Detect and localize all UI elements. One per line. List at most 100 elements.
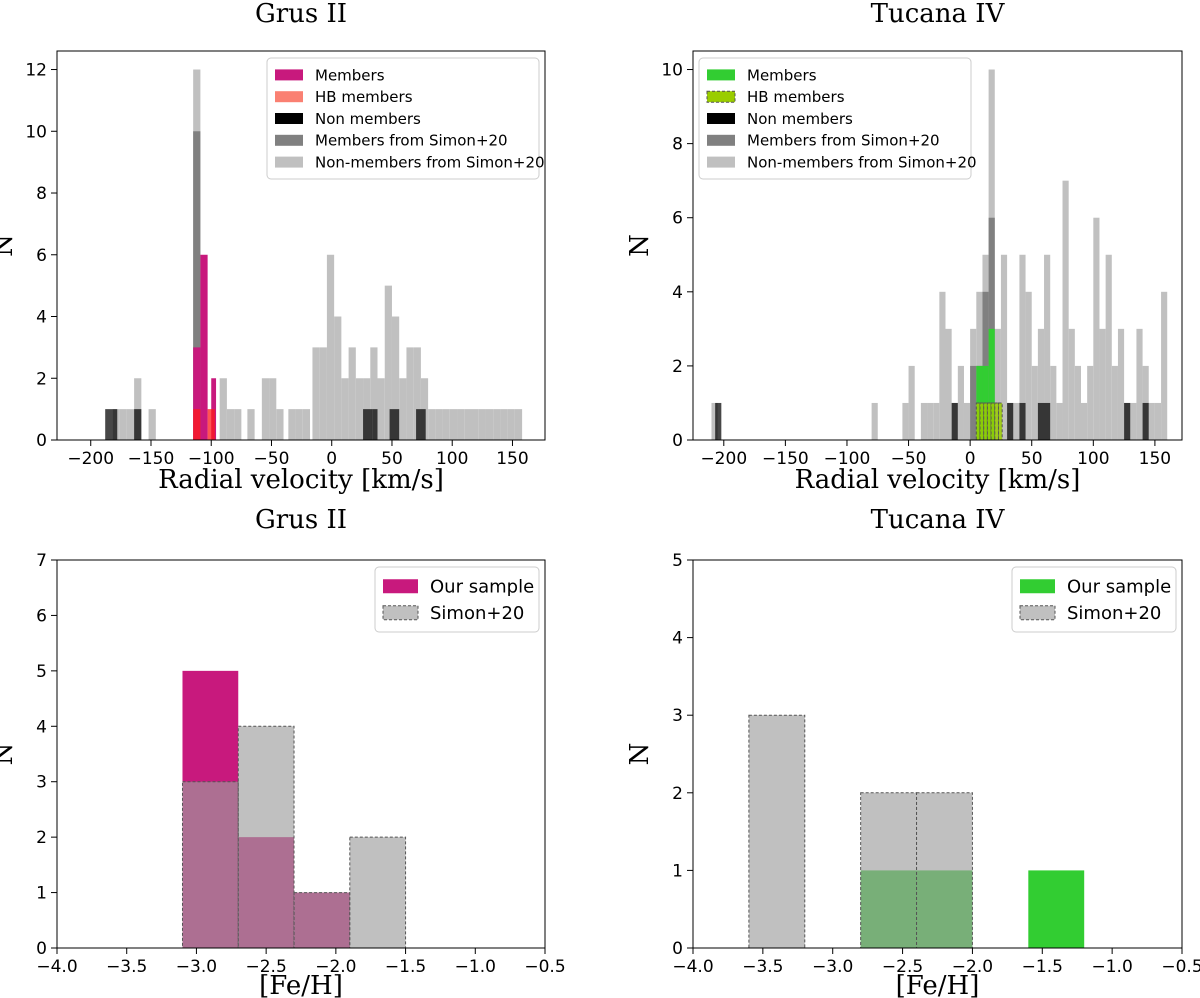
axes-frame [692,559,1183,949]
bar [945,328,952,440]
bar [500,409,508,440]
legend-label: HB members [315,88,413,106]
x-tick-label: 100 [1077,449,1109,469]
bar [1037,402,1051,440]
bar [1130,402,1137,440]
y-tick-label: 0 [672,431,683,451]
series-hb-members [193,409,215,440]
legend-swatch [707,134,735,146]
y-tick-label: 2 [36,369,47,389]
legend-label: Our sample [430,577,534,598]
bar [1124,402,1131,440]
legend-swatch [383,579,418,594]
axes-frame [56,50,546,441]
legend-swatch [275,91,303,103]
y-tick-label: 8 [36,184,47,204]
bar [994,402,999,441]
bar [1105,254,1112,440]
bar [413,347,421,440]
chart-title: Grus II [255,505,347,535]
x-tick-label: −2.5 [246,957,287,977]
legend-label: Members from Simon+20 [315,132,508,150]
legend-label: Members [747,66,817,84]
x-tick-label: 0 [965,449,976,469]
x-tick-label: 150 [496,449,528,469]
bar [112,409,118,440]
bar [1062,180,1069,440]
y-tick-label: 5 [672,551,683,571]
legend: Members HB members Non members Members from… [266,57,545,180]
x-tick-label: −1.5 [1022,957,1063,977]
x-axis-label: Radial velocity [km/s] [158,465,444,495]
y-tick-label: 2 [36,828,47,848]
panel-gru-rv: −200 −150 −100 −50 0 50 100 150 0 2 4 6 8 10 12 Grus II… [0,0,546,495]
series-non-members [105,409,426,440]
bar [1050,365,1057,440]
bar [1068,328,1075,440]
bar [1056,402,1063,440]
y-tick-label: 4 [36,717,47,737]
bar [493,409,501,440]
bar [269,378,277,440]
bar [970,365,977,440]
bar [234,409,242,440]
bar [464,409,472,440]
y-tick-label: 4 [36,308,47,328]
x-tick-label: −0.5 [1161,957,1200,977]
bar [457,409,465,440]
bar [134,409,142,440]
x-tick-label: −4.0 [36,957,77,977]
y-tick-label: 6 [672,209,683,229]
bar [507,409,515,440]
bar [986,402,992,441]
y-axis-label: N [625,743,655,766]
bar [478,409,486,440]
bar [276,409,284,440]
bar [384,285,392,440]
legend-label: Non-members from Simon+20 [315,154,545,172]
y-tick-label: 2 [672,784,683,804]
x-tick-label: −200 [700,449,747,469]
panel-tuc-rv: −200 −150 −100 −50 0 50 100 150 0 2 4 6 8 10 Tucana IV… [625,0,1183,495]
bar [312,347,320,440]
bar [193,347,201,440]
bar [1093,217,1100,440]
bar [860,792,918,949]
bar [983,402,988,441]
x-tick-label: −1.0 [455,957,496,977]
y-tick-label: 7 [36,551,47,571]
y-axis-label: N [0,743,19,766]
bar [1019,254,1026,440]
x-tick-label: 150 [1139,449,1171,469]
y-tick-label: 0 [36,939,47,959]
bar [1142,402,1149,440]
y-tick-label: 1 [672,861,683,881]
bar [219,378,227,440]
bar [341,378,349,440]
bar [1074,365,1081,440]
legend-swatch [275,134,303,146]
x-tick-label: −150 [762,449,809,469]
y-tick-label: 5 [36,662,47,682]
y-tick-label: 8 [672,135,683,155]
y-tick-label: 3 [36,773,47,793]
bar [485,409,494,440]
bar [1031,365,1038,440]
legend-frame [266,57,540,180]
bar [1028,870,1085,948]
bar [148,409,156,440]
bar [193,409,201,440]
y-tick-label: 6 [36,246,47,266]
bar [1019,402,1026,440]
bar [1080,402,1088,440]
x-tick-label: −1.0 [1092,957,1133,977]
x-tick-label: −0.5 [524,957,565,977]
bar [990,402,996,441]
bar [514,409,523,440]
axes-frame [692,50,1183,441]
legend-swatch [382,605,419,621]
bar [1154,402,1162,440]
bar [933,402,940,440]
legend-label: Simon+20 [430,603,524,624]
bar [1161,291,1168,440]
